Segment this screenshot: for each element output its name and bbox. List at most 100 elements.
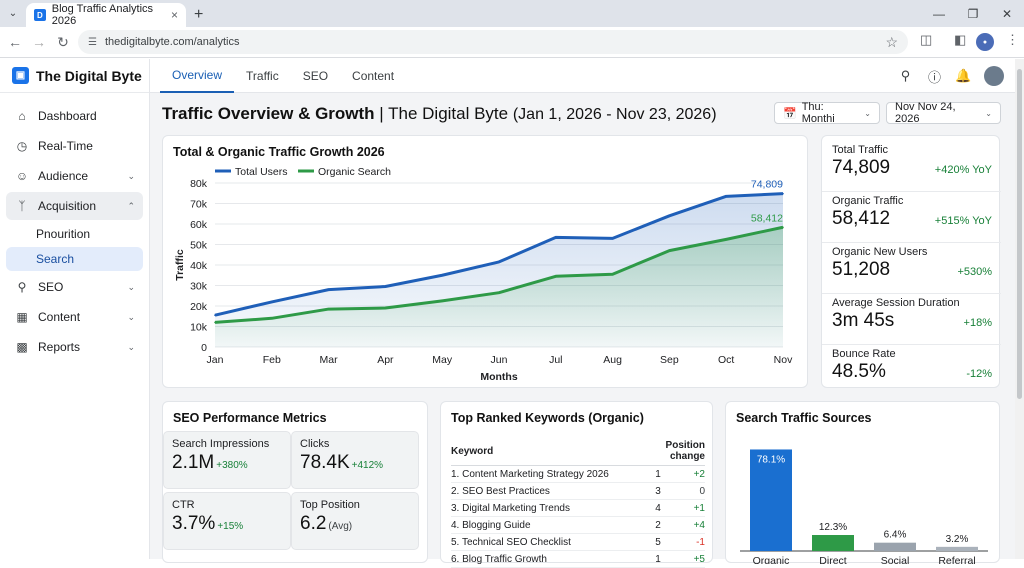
y-tick-label: 20k: [190, 301, 208, 313]
metric-label: Search Impressions: [172, 438, 270, 450]
side-panel-icon[interactable]: ◧: [954, 32, 967, 47]
browser-tab[interactable]: D Blog Traffic Analytics 2026 ×: [26, 3, 186, 27]
help-icon[interactable]: ⓘ: [927, 69, 941, 85]
kpi-label: Organic New Users: [832, 246, 928, 258]
tab-content[interactable]: Content: [352, 69, 395, 83]
data-point: [441, 300, 444, 302]
browser-tab-title: Blog Traffic Analytics 2026: [51, 3, 154, 27]
kpi-organic-traffic: Organic Traffic 58,412 +515% YoY: [832, 195, 992, 230]
tab-traffic[interactable]: Traffic: [246, 69, 279, 83]
forward-arrow-icon[interactable]: →: [32, 34, 46, 50]
x-tick-label: Organic: [753, 555, 790, 564]
kpi-card: Total Traffic 74,809 +420% YoY Organic T…: [821, 135, 1001, 388]
sidebar-item-real-time[interactable]: ◷ Real-Time: [6, 132, 143, 160]
metric-label: Top Position: [300, 499, 360, 511]
sidebar-item-acquisition[interactable]: ᛉ Acquisition ⌃: [6, 192, 143, 220]
close-tab-icon[interactable]: ×: [170, 8, 178, 22]
sidebar-subitem-pnourition[interactable]: Pnourition: [36, 227, 91, 241]
sidebar-item-dashboard[interactable]: ⌂ Dashboard: [6, 102, 143, 130]
metric-ctr: CTR 3.7% +15%: [163, 492, 291, 550]
bar: [936, 546, 978, 551]
kpi-divider: [822, 344, 1001, 345]
keyword-cell: 6. Blog Traffic Growth: [451, 550, 643, 568]
metric-value: 78.4K: [300, 452, 350, 473]
site-favicon-icon: D: [34, 9, 46, 21]
notification-bell-icon[interactable]: 🔔: [955, 68, 972, 83]
position-cell: 1: [643, 550, 673, 568]
chevron-down-icon: ⌄: [127, 311, 135, 322]
tab-search-chevron-icon[interactable]: ⌄: [8, 8, 18, 19]
address-bar[interactable]: ☰ thedigitalbyte.com/analytics ☆: [78, 30, 908, 54]
keyword-cell: 3. Digital Marketing Trends: [451, 499, 643, 517]
scrollbar-thumb[interactable]: [1017, 69, 1022, 399]
browser-menu-icon[interactable]: ⋮: [1006, 32, 1019, 47]
change-cell: +5: [673, 550, 705, 568]
sidebar-item-reports[interactable]: ▩ Reports ⌄: [6, 333, 143, 361]
kpi-label: Organic Traffic: [832, 195, 904, 207]
search-icon[interactable]: ⚲: [900, 68, 911, 83]
extensions-icon[interactable]: ◫: [920, 32, 933, 47]
x-tick-label: Aug: [603, 354, 622, 366]
sidebar-item-seo[interactable]: ⚲ SEO ⌄: [6, 273, 143, 301]
kpi-value: 74,809: [832, 157, 891, 178]
table-row[interactable]: 1. Content Marketing Strategy 2026 1 +2: [451, 465, 705, 483]
sidebar-item-label: Acquisition: [38, 199, 97, 213]
back-arrow-icon[interactable]: ←: [8, 34, 22, 50]
position-cell: 4: [643, 499, 673, 517]
date-select[interactable]: Nov Nov 24, 2026 ⌄: [886, 101, 1001, 125]
sidebar: ▣ The Digital Byte ⌂ Dashboard ◷ Real-Ti…: [0, 59, 150, 559]
column-header-keyword: Keyword: [451, 438, 643, 466]
chevron-down-icon: ⌄: [127, 170, 135, 181]
x-tick-label: Nov: [774, 354, 793, 366]
kpi-change: +530%: [957, 266, 992, 278]
kpi-value: 58,412: [832, 208, 891, 229]
table-row[interactable]: 2. SEO Best Practices 3 0: [451, 482, 705, 500]
user-avatar[interactable]: [984, 66, 1004, 86]
bar: [750, 449, 792, 551]
home-icon: ⌂: [18, 109, 26, 123]
kpi-value: 51,208: [832, 259, 891, 280]
tab-seo[interactable]: SEO: [302, 69, 329, 83]
y-tick-label: 50k: [190, 240, 208, 252]
seo-metrics-card: SEO Performance Metrics Search Impressio…: [162, 401, 428, 563]
kpi-divider: [822, 191, 1001, 192]
legend-label: Organic Search: [318, 166, 391, 178]
x-tick-label: Referral: [938, 555, 975, 564]
keywords-card: Top Ranked Keywords (Organic) Keyword Po…: [440, 401, 713, 568]
kpi-label: Total Traffic: [832, 144, 889, 156]
data-point: [782, 192, 784, 195]
close-window-icon[interactable]: ✕: [1001, 6, 1013, 21]
table-row[interactable]: 6. Blog Traffic Growth 1 +5: [451, 550, 705, 568]
table-row[interactable]: 3. Digital Marketing Trends 4 +1: [451, 499, 705, 517]
sidebar-item-content[interactable]: ▦ Content ⌄: [6, 303, 143, 331]
bar: [812, 535, 854, 551]
reload-icon[interactable]: ↻: [57, 33, 69, 50]
table-row[interactable]: 4. Blogging Guide 2 +4: [451, 516, 705, 534]
calendar-icon: 📅: [783, 107, 797, 120]
browser-tab-strip: ⌄ D Blog Traffic Analytics 2026 × + — ❐ …: [0, 0, 1024, 27]
data-point: [555, 275, 557, 278]
window-controls: — ❐ ✕: [922, 0, 1024, 27]
y-tick-label: 80k: [190, 178, 208, 190]
bookmark-star-icon[interactable]: ☆: [885, 33, 898, 50]
range-select[interactable]: 📅 Thu: Monthi ⌄: [774, 101, 880, 125]
sidebar-subitem-search[interactable]: Search: [6, 247, 143, 271]
brand[interactable]: ▣ The Digital Byte: [0, 59, 149, 93]
minimize-icon[interactable]: —: [933, 6, 945, 21]
tab-overview[interactable]: Overview: [160, 59, 235, 93]
metric-change: +412%: [351, 460, 384, 471]
sidebar-item-audience[interactable]: ☺ Audience ⌄: [6, 162, 143, 190]
profile-avatar-icon[interactable]: ●: [976, 33, 994, 51]
x-tick-label: Apr: [377, 354, 394, 366]
section-tabs: Overview Traffic SEO Content: [160, 59, 406, 93]
brand-logo-icon: ▣: [12, 67, 29, 84]
new-tab-button[interactable]: +: [194, 6, 204, 23]
x-tick-label: May: [432, 354, 453, 366]
table-row[interactable]: 5. Technical SEO Checklist 5 -1: [451, 533, 705, 551]
metric-label: CTR: [172, 499, 195, 511]
sidebar-item-label: Audience: [38, 169, 89, 183]
site-info-icon[interactable]: ☰: [88, 36, 97, 48]
restore-icon[interactable]: ❐: [967, 6, 979, 21]
page-scrollbar[interactable]: [1015, 59, 1024, 559]
x-tick-label: Sep: [660, 354, 679, 366]
